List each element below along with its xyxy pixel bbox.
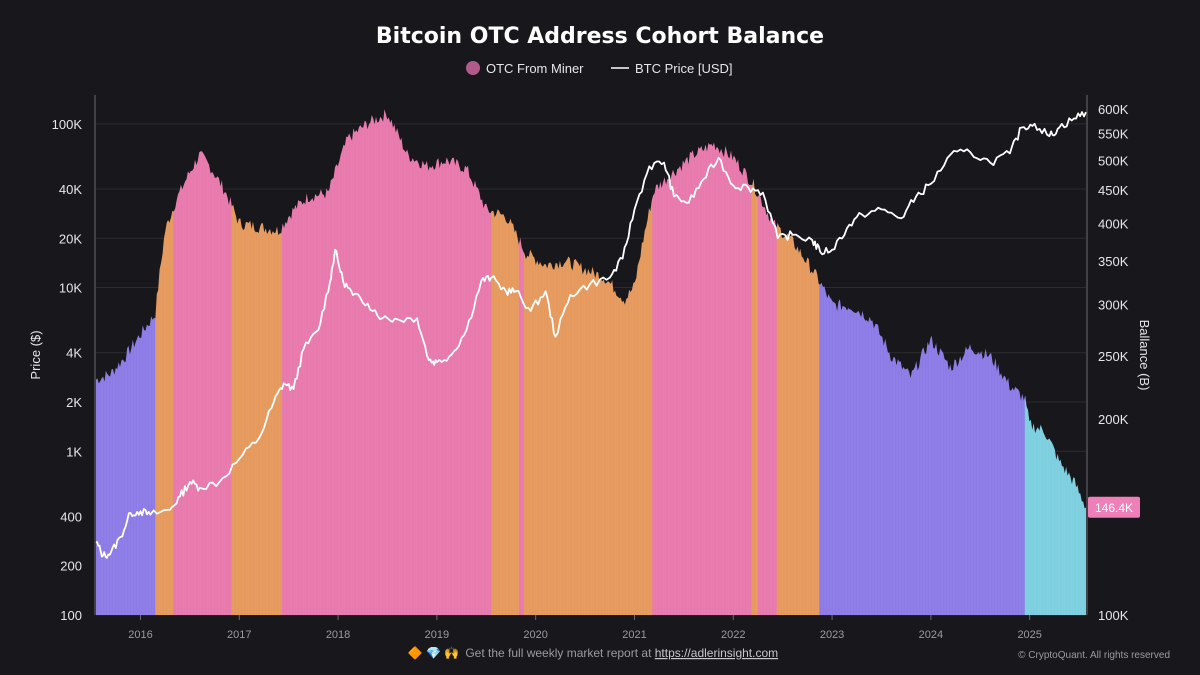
- x-tick-label: 2024: [919, 629, 943, 641]
- footer-link[interactable]: https://adlerinsight.com: [655, 646, 778, 660]
- right-tick-label: 300K: [1098, 298, 1129, 313]
- right-tick-label: 500K: [1098, 153, 1129, 168]
- left-tick-label: 10K: [59, 281, 82, 296]
- x-tick-label: 2023: [820, 629, 844, 641]
- btc-price-line: [95, 111, 1087, 559]
- right-axis-ticks: 600K 550K 500K 450K 400K 350K 300K 250K 200K 100K: [1098, 102, 1129, 623]
- regime-band: [652, 109, 752, 615]
- left-tick-label: 20K: [59, 231, 82, 246]
- regime-band: [757, 109, 778, 615]
- left-tick-label: 1K: [66, 444, 82, 459]
- last-value-label: 146.4K: [1095, 501, 1133, 515]
- x-tick-label: 2016: [128, 629, 152, 641]
- right-tick-label: 350K: [1098, 254, 1129, 269]
- left-tick-label: 2K: [66, 395, 82, 410]
- right-tick-label: 400K: [1098, 216, 1129, 231]
- left-axis-title: Price ($): [28, 330, 43, 379]
- footer-text: 🔶 💎 🙌 Get the full weekly market report a…: [408, 646, 778, 660]
- x-tick-label: 2019: [425, 629, 449, 641]
- legend: OTC From Miner BTC Price [USD]: [466, 61, 733, 76]
- left-axis-ticks: 100K 40K 20K 10K 4K 2K 1K 400 200 100: [52, 117, 83, 623]
- x-tick-label: 2017: [227, 629, 251, 641]
- last-value-badge: 146.4K: [1088, 496, 1140, 518]
- left-tick-label: 200: [60, 559, 82, 574]
- right-tick-label: 250K: [1098, 349, 1129, 364]
- legend-label-otc-from-miner: OTC From Miner: [486, 61, 584, 76]
- left-tick-label: 100K: [52, 117, 83, 132]
- regime-band: [518, 109, 525, 615]
- regime-band: [173, 109, 232, 615]
- right-tick-label: 100K: [1098, 608, 1129, 623]
- right-tick-label: 450K: [1098, 183, 1129, 198]
- right-axis-title: Ballance (B): [1137, 320, 1152, 391]
- x-tick-label: 2021: [622, 629, 646, 641]
- x-tick-label: 2018: [326, 629, 350, 641]
- chart-title: Bitcoin OTC Address Cohort Balance: [376, 24, 824, 49]
- left-tick-label: 100: [60, 608, 82, 623]
- regime-band: [751, 109, 759, 615]
- right-tick-label: 200K: [1098, 412, 1129, 427]
- left-tick-label: 40K: [59, 182, 82, 197]
- footer-emojis: 🔶 💎 🙌: [408, 646, 460, 660]
- right-tick-label: 600K: [1098, 102, 1129, 117]
- x-axis-ticks: 2016 2017 2018 2019 2020 2021 2022 2023 2024 2025: [128, 615, 1042, 641]
- x-tick-label: 2020: [523, 629, 547, 641]
- last-value-badge-bg: [1088, 496, 1140, 518]
- footer: 🔶 💎 🙌 Get the full weekly market report a…: [408, 646, 1170, 661]
- left-tick-label: 4K: [66, 346, 82, 361]
- right-tick-label: 550K: [1098, 126, 1129, 141]
- left-tick-label: 400: [60, 509, 82, 524]
- x-tick-label: 2022: [721, 629, 745, 641]
- balance-area: [96, 109, 1086, 615]
- legend-marker-otc-from-miner: [466, 61, 480, 75]
- x-tick-label: 2025: [1017, 629, 1041, 641]
- legend-label-btc-price: BTC Price [USD]: [635, 61, 733, 76]
- footer-message: Get the full weekly market report at: [465, 646, 654, 660]
- copyright-text: © CryptoQuant. All rights reserved: [1018, 650, 1170, 661]
